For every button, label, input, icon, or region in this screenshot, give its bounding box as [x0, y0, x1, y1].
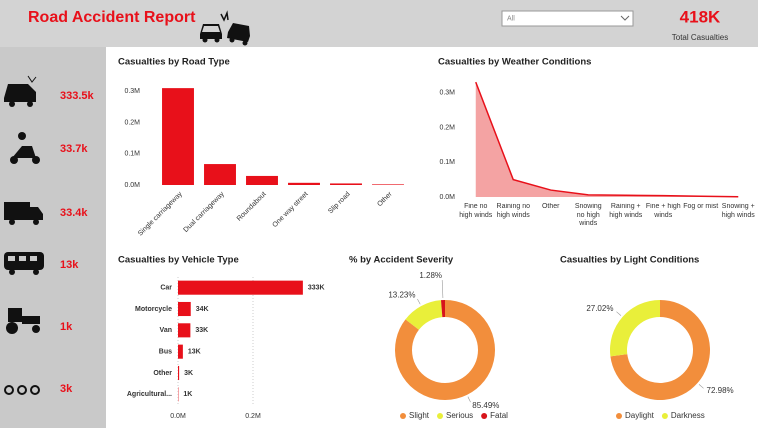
- main-panel: [106, 47, 758, 428]
- data-label: 85.49%: [472, 401, 499, 410]
- leader-line: [441, 280, 444, 299]
- y-tick-label: 0.1M: [124, 151, 140, 158]
- data-label: 34K: [196, 306, 209, 313]
- y-tick-label: 0.0M: [124, 182, 140, 189]
- bar: [178, 301, 191, 317]
- legend-swatch: [661, 413, 668, 419]
- x-tick-label: Raining no high winds: [496, 203, 530, 219]
- sidebar-value: 3k: [60, 383, 73, 395]
- donut-slice: [609, 300, 660, 357]
- x-tick-label: Snowing + high winds: [721, 203, 755, 219]
- donut-slice: [395, 300, 495, 400]
- sidebar-value: 33.4k: [60, 207, 88, 219]
- donut-slice: [610, 300, 710, 400]
- chart-title: Casualties by Light Conditions: [560, 255, 699, 266]
- leader-line: [467, 396, 471, 403]
- x-tick-label-box: Other: [541, 203, 560, 210]
- x-tick-label-box: Fog or mist: [683, 203, 719, 210]
- legend-label: Fatal: [490, 411, 508, 420]
- donut-slice: [405, 300, 443, 330]
- sidebar-value: 1k: [60, 321, 73, 333]
- bar: [372, 184, 404, 185]
- x-tick-label-box: Raining no high winds: [496, 203, 530, 219]
- kpi-value: 418K: [680, 7, 721, 26]
- sidebar-value: 33.7k: [60, 143, 88, 155]
- x-tick-label: 0.0M: [170, 413, 186, 420]
- legend-swatch: [481, 413, 488, 419]
- x-tick-label-box: Snowing no high winds: [574, 203, 602, 227]
- chart-title: Casualties by Vehicle Type: [118, 255, 239, 266]
- bar: [178, 280, 303, 295]
- data-label: 333K: [308, 285, 325, 292]
- y-tick-label: Other: [153, 370, 172, 377]
- legend-swatch: [616, 413, 622, 419]
- donut-slice: [440, 300, 445, 318]
- bar: [178, 323, 191, 338]
- leader-line: [417, 298, 421, 305]
- legend-swatch: [400, 413, 406, 419]
- y-tick-label: 0.0M: [439, 194, 455, 201]
- chart-title: Casualties by Weather Conditions: [438, 57, 591, 68]
- y-tick-label: 0.3M: [439, 90, 455, 97]
- y-tick-label: Bus: [159, 349, 172, 356]
- y-tick-label: Motorcycle: [135, 306, 172, 313]
- bar: [178, 344, 183, 359]
- sidebar-icons: [4, 75, 44, 395]
- data-label: 33K: [195, 327, 208, 334]
- bar: [162, 88, 194, 185]
- x-tick-label: Raining + high winds: [609, 203, 643, 219]
- bar: [288, 182, 320, 185]
- y-tick-label: Agricultural...: [127, 391, 172, 398]
- x-tick-label-box: Fine + high winds: [645, 203, 681, 219]
- chart-title: % by Accident Severity: [349, 255, 454, 266]
- data-label: 1K: [183, 391, 192, 398]
- y-tick-label: 0.2M: [124, 119, 140, 126]
- legend-swatch: [437, 413, 444, 419]
- data-label: 13K: [188, 349, 201, 356]
- sidebar-bg: [0, 47, 106, 428]
- bar: [178, 365, 180, 381]
- sidebar-value: 333.5k: [60, 90, 95, 102]
- y-tick-label: 0.2M: [439, 124, 455, 131]
- data-label: 72.98%: [707, 386, 734, 395]
- x-tick-label-box: Raining + high winds: [609, 203, 643, 219]
- data-label: 3K: [184, 370, 193, 377]
- bar: [330, 183, 362, 185]
- x-tick-label-box: Fine no high winds: [459, 203, 493, 219]
- x-tick-label-box: Snowing + high winds: [721, 203, 755, 219]
- chart-title: Casualties by Road Type: [118, 57, 230, 68]
- bar: [246, 175, 278, 185]
- x-tick-label: 0.2M: [245, 413, 261, 420]
- data-label: 1.28%: [419, 271, 442, 280]
- legend-label: Daylight: [625, 411, 655, 420]
- legend-label: Slight: [409, 411, 430, 420]
- bar: [204, 164, 236, 185]
- y-tick-label: 0.1M: [439, 159, 455, 166]
- filter-value: All: [507, 15, 515, 22]
- filter-dropdown[interactable]: [501, 10, 634, 27]
- y-tick-label: 0.3M: [124, 88, 140, 95]
- sidebar-value: 13k: [60, 259, 79, 271]
- kpi-label: Total Casualties: [672, 33, 728, 42]
- x-tick-label: Snowing no high winds: [574, 203, 602, 227]
- report-title: Road Accident Report: [28, 9, 196, 26]
- data-label: 27.02%: [586, 304, 613, 313]
- x-tick-label: Fine no high winds: [459, 203, 493, 219]
- dropdown-chevron: [620, 15, 630, 21]
- legend-label: Darkness: [671, 411, 705, 420]
- x-tick-label: Fog or mist: [683, 203, 719, 210]
- legend-label: Serious: [446, 411, 473, 420]
- area-line: [475, 81, 739, 198]
- y-tick-label: Car: [160, 285, 172, 292]
- x-tick-label: Other: [541, 203, 560, 210]
- leader-line: [616, 311, 622, 316]
- area-fill: [475, 82, 739, 197]
- y-tick-label: Van: [160, 327, 172, 334]
- car-crash-icon: [200, 10, 250, 46]
- data-label: 13.23%: [388, 291, 415, 300]
- leader-line: [698, 384, 704, 389]
- x-tick-label: Fine + high winds: [645, 203, 681, 219]
